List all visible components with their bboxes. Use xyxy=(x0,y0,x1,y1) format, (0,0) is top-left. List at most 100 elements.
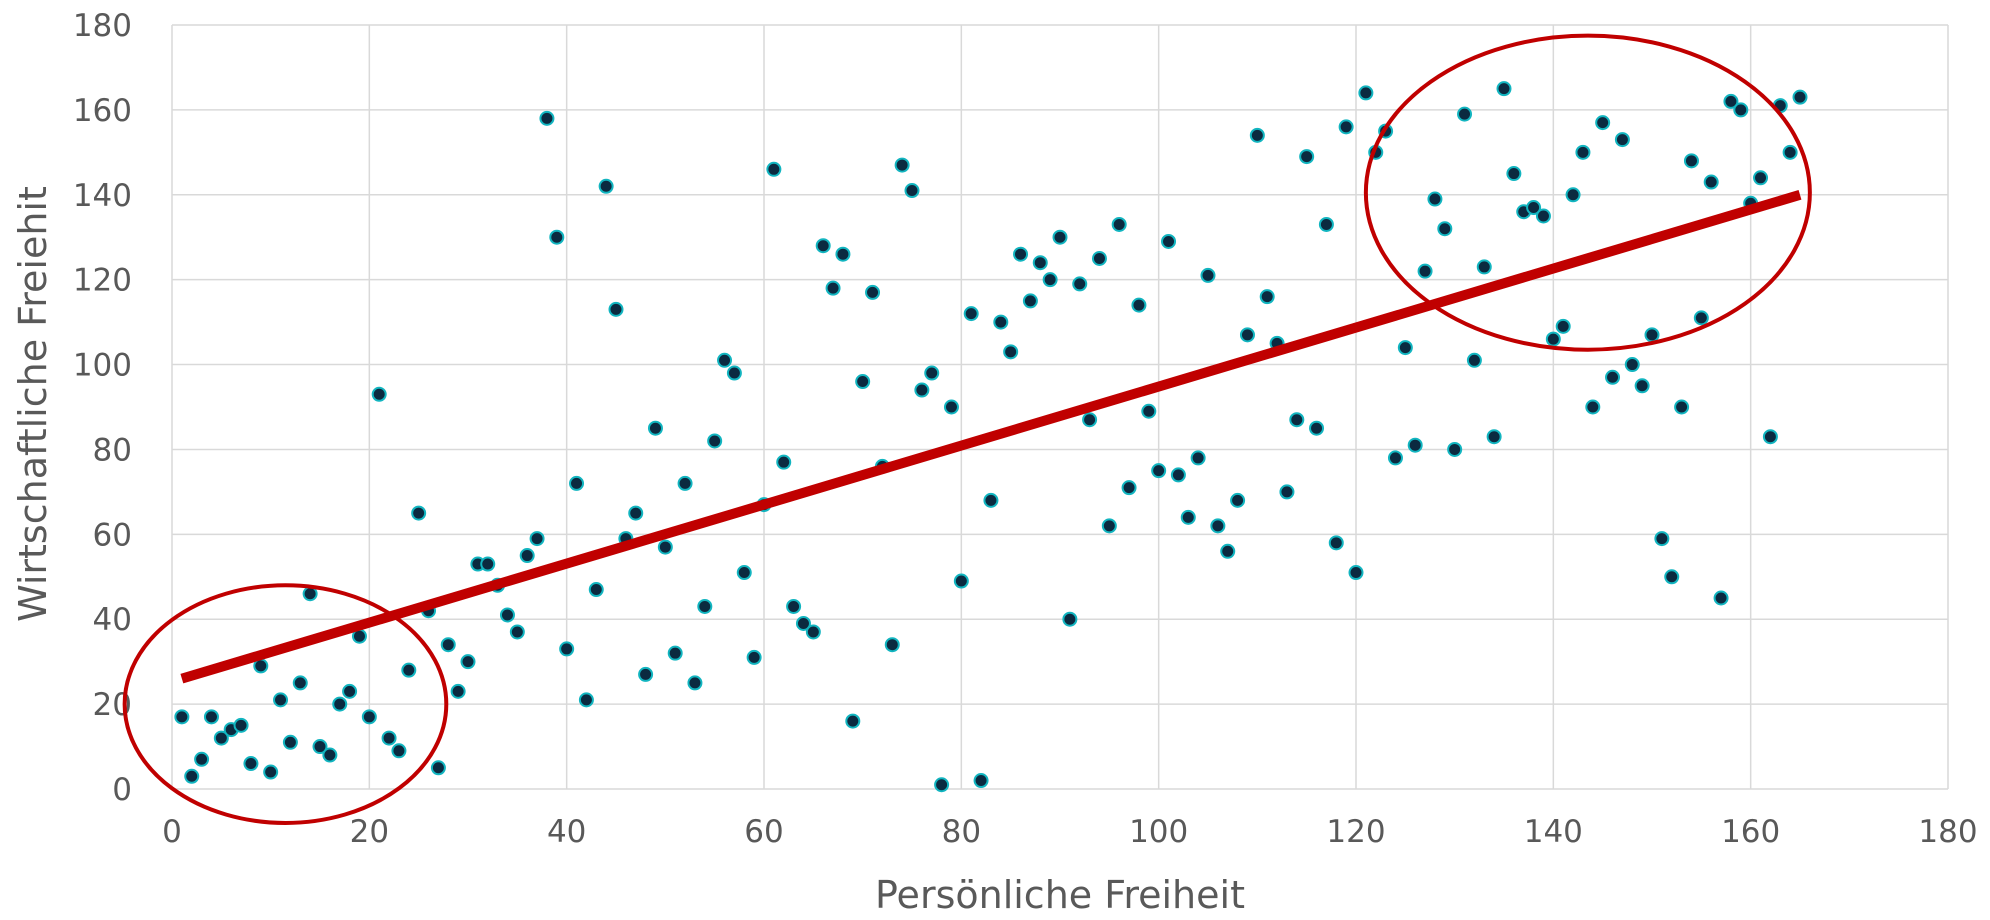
data-point xyxy=(628,505,644,521)
data-point xyxy=(766,161,782,177)
data-point xyxy=(1545,331,1561,347)
data-point xyxy=(1713,590,1729,606)
data-point xyxy=(588,582,604,598)
data-point xyxy=(835,246,851,262)
data-point xyxy=(549,229,565,245)
data-point xyxy=(371,386,387,402)
data-point xyxy=(1259,289,1275,305)
data-point xyxy=(263,764,279,780)
data-point xyxy=(1575,144,1591,160)
data-point xyxy=(1299,149,1315,165)
data-point xyxy=(391,743,407,759)
data-point xyxy=(914,382,930,398)
data-point xyxy=(598,178,614,194)
data-point xyxy=(499,607,515,623)
data-point xyxy=(381,730,397,746)
data-point xyxy=(1082,412,1098,428)
data-point xyxy=(1703,174,1719,190)
data-point xyxy=(1032,255,1048,271)
data-point xyxy=(657,539,673,555)
y-tick-label: 100 xyxy=(73,348,132,384)
data-point xyxy=(1427,191,1443,207)
data-point xyxy=(1131,297,1147,313)
data-point xyxy=(1279,484,1295,500)
data-point xyxy=(1407,437,1423,453)
data-point xyxy=(460,654,476,670)
data-point xyxy=(1318,216,1334,232)
y-tick-label: 140 xyxy=(73,178,132,214)
data-point xyxy=(273,692,289,708)
data-point xyxy=(1042,272,1058,288)
data-point xyxy=(638,666,654,682)
x-tick-label: 160 xyxy=(1721,814,1780,850)
data-point xyxy=(677,475,693,491)
data-point xyxy=(667,645,683,661)
data-point xyxy=(184,768,200,784)
data-point xyxy=(943,399,959,415)
data-point xyxy=(1486,429,1502,445)
data-point xyxy=(1693,310,1709,326)
data-point xyxy=(322,747,338,763)
data-point xyxy=(440,637,456,653)
data-point xyxy=(904,183,920,199)
data-point xyxy=(1664,569,1680,585)
data-point xyxy=(707,433,723,449)
data-point xyxy=(1644,327,1660,343)
data-point xyxy=(1466,352,1482,368)
data-point xyxy=(805,624,821,640)
x-tick-label: 180 xyxy=(1918,814,1977,850)
data-point xyxy=(569,475,585,491)
data-point xyxy=(1328,535,1344,551)
data-point xyxy=(1151,463,1167,479)
data-point xyxy=(1101,518,1117,534)
data-point xyxy=(1437,221,1453,237)
data-point xyxy=(1555,318,1571,334)
data-point xyxy=(1190,450,1206,466)
x-tick-label: 120 xyxy=(1326,814,1385,850)
trendline-layer xyxy=(180,189,1802,684)
data-point xyxy=(282,734,298,750)
data-point xyxy=(865,284,881,300)
data-point xyxy=(174,709,190,725)
data-point xyxy=(1634,378,1650,394)
data-point xyxy=(983,492,999,508)
data-point xyxy=(825,280,841,296)
data-point xyxy=(855,374,871,390)
data-point xyxy=(845,713,861,729)
x-tick-label: 80 xyxy=(942,814,981,850)
data-point xyxy=(578,692,594,708)
highlight-ellipse xyxy=(122,583,449,825)
data-point xyxy=(1052,229,1068,245)
data-point xyxy=(963,306,979,322)
x-tick-label: 40 xyxy=(547,814,586,850)
data-point xyxy=(1289,412,1305,428)
data-point xyxy=(559,641,575,657)
data-point xyxy=(1003,344,1019,360)
data-point xyxy=(1180,509,1196,525)
data-point xyxy=(973,773,989,789)
data-point xyxy=(1605,369,1621,385)
data-point xyxy=(736,565,752,581)
data-point xyxy=(1447,441,1463,457)
data-point xyxy=(519,548,535,564)
y-tick-label: 160 xyxy=(73,93,132,129)
data-point xyxy=(1782,144,1798,160)
data-point xyxy=(529,531,545,547)
data-point xyxy=(1457,106,1473,122)
data-point xyxy=(1210,518,1226,534)
data-point xyxy=(1161,233,1177,249)
data-point xyxy=(717,352,733,368)
data-point xyxy=(1309,420,1325,436)
data-point xyxy=(233,717,249,733)
x-tick-labels: 0 20 40 60 80 100 120 140 160 180 xyxy=(162,814,1977,850)
data-point xyxy=(1526,200,1542,216)
trendline xyxy=(180,189,1802,684)
data-point xyxy=(450,683,466,699)
data-point xyxy=(1249,127,1265,143)
data-point xyxy=(1220,543,1236,559)
x-tick-label: 140 xyxy=(1524,814,1583,850)
data-point xyxy=(1654,531,1670,547)
data-point xyxy=(1239,327,1255,343)
data-point xyxy=(1348,565,1364,581)
